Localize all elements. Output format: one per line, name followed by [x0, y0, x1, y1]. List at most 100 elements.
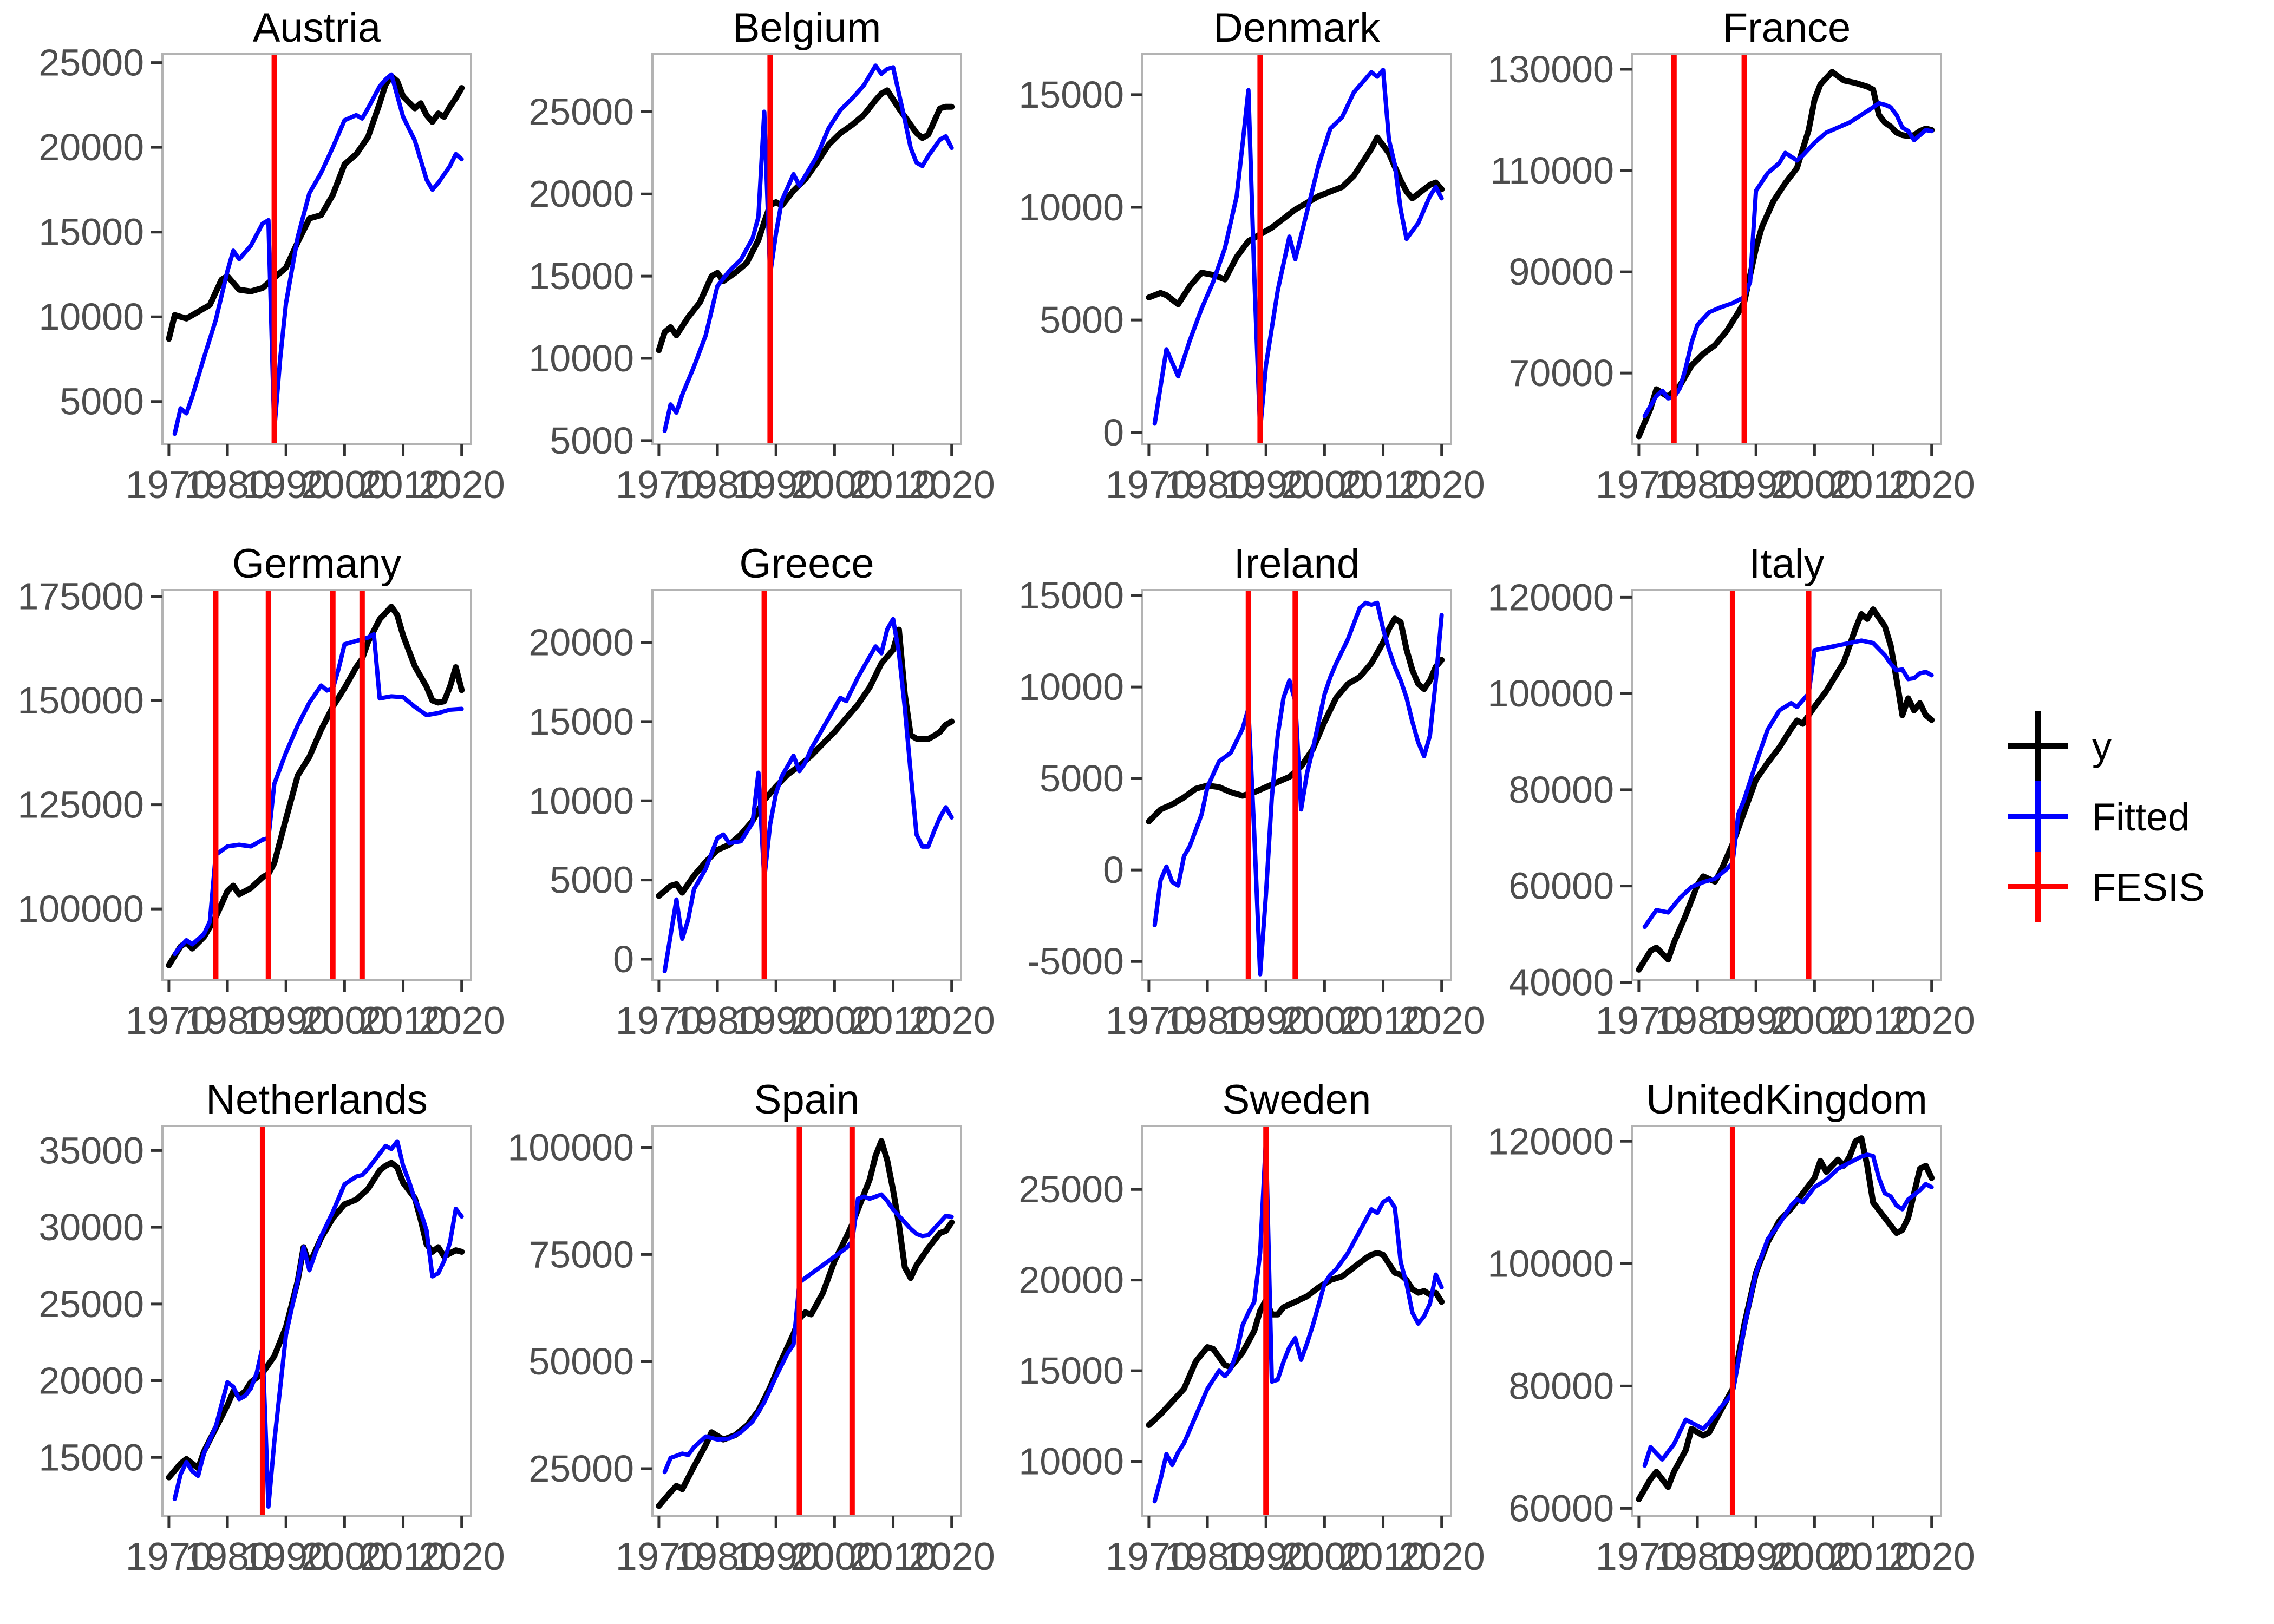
x-axis-tick-label: 1970: [1106, 999, 1192, 1043]
y-axis-tick-label: 175000: [17, 575, 144, 618]
x-axis-tick-label: 2010: [360, 1535, 446, 1579]
facet-plot-france: France 70000 90000 110000 130000 197019801990…: [1487, 8, 1975, 507]
legend: y Fitted FESIS: [1998, 710, 2205, 923]
y-axis-tick-label: 0: [1103, 411, 1124, 454]
x-axis-tick-label: 1970: [616, 1535, 702, 1579]
facet-title: France: [1723, 8, 1851, 51]
fitted-series-line: [1642, 101, 1934, 418]
x-axis-tick-label: 1990: [1713, 463, 1799, 507]
facet-title: Germany: [232, 544, 402, 587]
x-axis-tick-label: 1980: [1654, 999, 1741, 1043]
fitted-series-line: [172, 72, 464, 436]
x-axis-tick-label: 2000: [1771, 463, 1858, 507]
y-axis-tick-label: 10000: [1018, 666, 1124, 708]
y-series-line: [1146, 134, 1445, 307]
y-axis-tick-label: 10000: [1018, 186, 1124, 228]
facet-plot-spain: Spain25000500007500010000019701980199020…: [507, 1080, 995, 1579]
y-axis-tick-label: 25000: [528, 90, 634, 133]
x-axis-tick-label: 2020: [419, 999, 505, 1043]
legend-item-fitted: Fitted: [1998, 781, 2205, 854]
y-axis-tick-label: 20000: [528, 621, 634, 664]
x-axis-tick-label: 2000: [1771, 1535, 1858, 1579]
x-axis-tick-label: 2020: [419, 1535, 505, 1579]
y-axis-tick-label: 10000: [528, 780, 634, 822]
y-axis-tick-label: 20000: [38, 1360, 144, 1402]
x-axis-tick-label: 2010: [850, 1535, 936, 1579]
y-axis-tick-label: 80000: [1508, 1365, 1614, 1407]
y-axis-tick-label: 110000: [1491, 149, 1614, 192]
y-axis-tick-label: 25000: [38, 1283, 144, 1325]
x-axis-tick-label: 1980: [1164, 463, 1251, 507]
legend-label-y: y: [2092, 725, 2112, 769]
y-axis-tick-label: 150000: [17, 679, 144, 722]
y-axis-tick-label: 10000: [38, 296, 144, 338]
x-axis-tick-label: 1990: [733, 1535, 819, 1579]
y-axis-tick-label: -5000: [1027, 940, 1124, 983]
y-axis-tick-label: 30000: [38, 1206, 144, 1248]
x-axis-tick-label: 2000: [1771, 999, 1858, 1043]
facet-plot-italy: Italy 40000 60000 80000 100000 120000 19701980…: [1487, 544, 1975, 1043]
x-axis-tick-label: 2000: [1281, 999, 1368, 1043]
fitted-series-line: [662, 63, 954, 433]
facet-sweden: Sweden 10000 15000 20000 25000 1970 1980 1990 20…: [996, 1080, 1486, 1613]
facet-plot-netherlands: Netherlands 15000 20000 25000 30000 35000 1970…: [38, 1080, 505, 1579]
y-axis-tick-label: 60000: [1508, 1487, 1614, 1529]
x-axis-tick-label: 2000: [1281, 1535, 1368, 1579]
x-axis-tick-label: 2010: [1829, 463, 1916, 507]
x-axis-tick-label: 1980: [674, 1535, 761, 1579]
facet-plot-austria: Austria 5000 10000 15000 20000 25000 197019801…: [38, 8, 505, 507]
x-axis-tick-label: 2000: [791, 463, 878, 507]
x-axis-tick-label: 2010: [360, 463, 446, 507]
legend-key-y-icon-svg: [2008, 710, 2068, 781]
facet-italy: Italy 40000 60000 80000 100000 120000 1970 1980…: [1486, 544, 1976, 1077]
facet-title: Italy: [1749, 544, 1824, 587]
facet-title: Austria: [253, 8, 381, 51]
facet-plot-germany: Germany 100000 125000 150000 175000 197019801…: [17, 544, 505, 1043]
x-axis-tick-label: 1980: [184, 999, 271, 1043]
legend-key-fitted-icon: [1998, 781, 2074, 854]
fitted-series-line: [1642, 1152, 1934, 1468]
x-axis-tick-label: 1970: [1596, 1535, 1682, 1579]
facet-title: Sweden: [1223, 1080, 1371, 1123]
fitted-series-line: [172, 1139, 464, 1509]
facet-plot-unitedkingdom: UnitedKingdom600008000010000012000019701…: [1487, 1080, 1975, 1579]
x-axis-tick-label: 1990: [243, 1535, 329, 1579]
x-axis-tick-label: 2000: [791, 1535, 878, 1579]
x-axis-tick-label: 2010: [1339, 1535, 1426, 1579]
y-axis-tick-label: 90000: [1508, 251, 1614, 293]
x-axis-tick-label: 2020: [1399, 463, 1485, 507]
legend-key-fesis-icon-svg: [2008, 851, 2068, 922]
x-axis-tick-label: 1990: [243, 463, 329, 507]
x-axis-tick-label: 2000: [301, 1535, 388, 1579]
y-axis-tick-label: 5000: [550, 420, 634, 462]
x-axis-tick-label: 1990: [1713, 999, 1799, 1043]
y-axis-tick-label: 0: [1103, 849, 1124, 891]
x-axis-tick-label: 1970: [126, 999, 212, 1043]
x-axis-tick-label: 1970: [126, 1535, 212, 1579]
x-axis-tick-label: 1970: [126, 463, 212, 507]
y-axis-tick-label: 0: [613, 938, 634, 980]
y-series-line: [1636, 69, 1935, 440]
x-axis-tick-label: 1970: [1106, 463, 1192, 507]
y-axis-tick-label: 120000: [1487, 1120, 1614, 1162]
panel-border: [651, 589, 962, 981]
x-axis-tick-label: 2020: [1889, 463, 1975, 507]
y-axis-tick-label: 5000: [60, 381, 144, 423]
y-series-line: [166, 604, 465, 968]
y-axis-tick-label: 100000: [507, 1127, 634, 1169]
fitted-series-line: [1152, 68, 1444, 433]
facet-title: UnitedKingdom: [1646, 1080, 1927, 1123]
fitted-series-line: [1152, 600, 1444, 977]
x-axis-tick-label: 2020: [1399, 1535, 1485, 1579]
x-axis-tick-label: 1990: [1223, 1535, 1309, 1579]
y-axis-tick-label: 10000: [528, 337, 634, 379]
y-axis-tick-label: 75000: [528, 1233, 634, 1275]
facet-plot-greece: Greece0500010000150002000019701980199020…: [528, 544, 995, 1043]
legend-item-fesis: FESIS: [1998, 851, 2205, 923]
x-axis-tick-label: 2020: [1889, 1535, 1975, 1579]
y-axis-tick-label: 70000: [1508, 352, 1614, 394]
facet-plot-belgium: Belgium 5000 10000 15000 20000 25000 197019801…: [528, 8, 995, 507]
y-axis-tick-label: 120000: [1487, 576, 1614, 618]
facet-title: Spain: [754, 1080, 859, 1123]
x-axis-tick-label: 2000: [1281, 463, 1368, 507]
